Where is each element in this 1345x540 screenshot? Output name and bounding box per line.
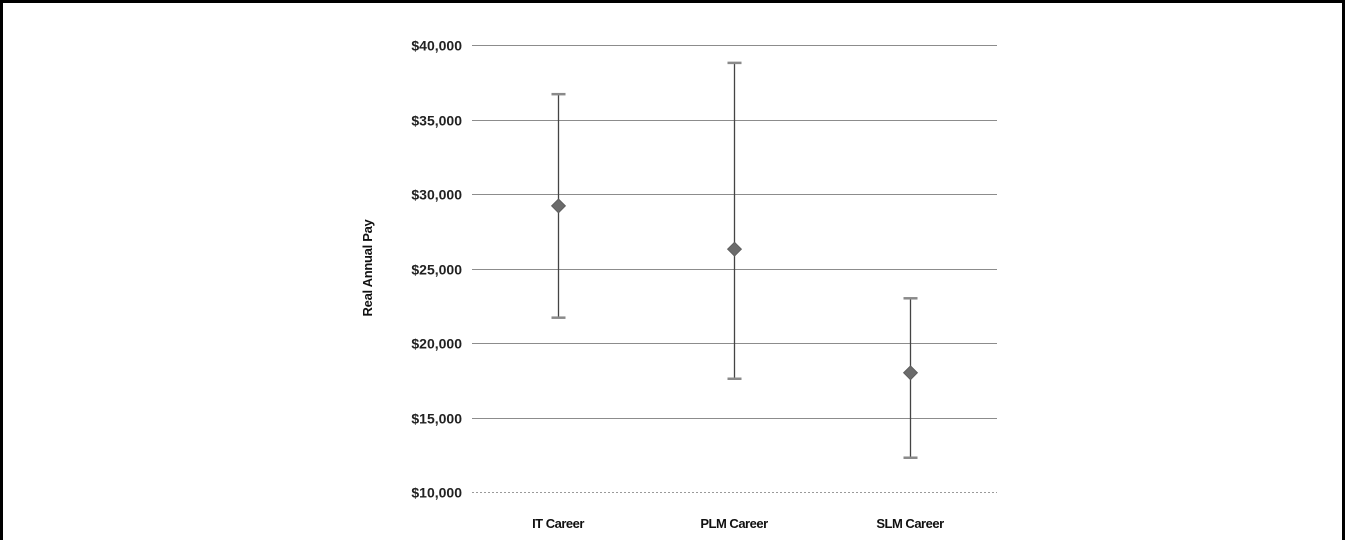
x-axis-categories: IT Career PLM Career SLM Career — [532, 516, 945, 531]
y-tick-label: $40,000 — [411, 38, 462, 54]
y-tick-label: $25,000 — [411, 262, 462, 278]
y-tick-label: $35,000 — [411, 113, 462, 129]
gridlines — [472, 45, 997, 493]
y-tick-label: $20,000 — [411, 336, 462, 352]
y-tick-label: $15,000 — [411, 411, 462, 427]
data-point-marker — [726, 241, 743, 257]
y-axis-ticks: $10,000 $15,000 $20,000 $25,000 $30,000 $35,0… — [411, 38, 462, 501]
y-tick-label: $30,000 — [411, 187, 462, 203]
data-point-marker — [902, 365, 919, 381]
data-series — [550, 61, 919, 459]
y-tick-label: $10,000 — [411, 485, 462, 501]
x-category-label: SLM Career — [876, 516, 944, 531]
x-category-label: PLM Career — [700, 516, 768, 531]
data-point-marker — [550, 198, 567, 214]
y-axis-title: Real Annual Pay — [360, 218, 375, 316]
x-category-label: IT Career — [532, 516, 584, 531]
